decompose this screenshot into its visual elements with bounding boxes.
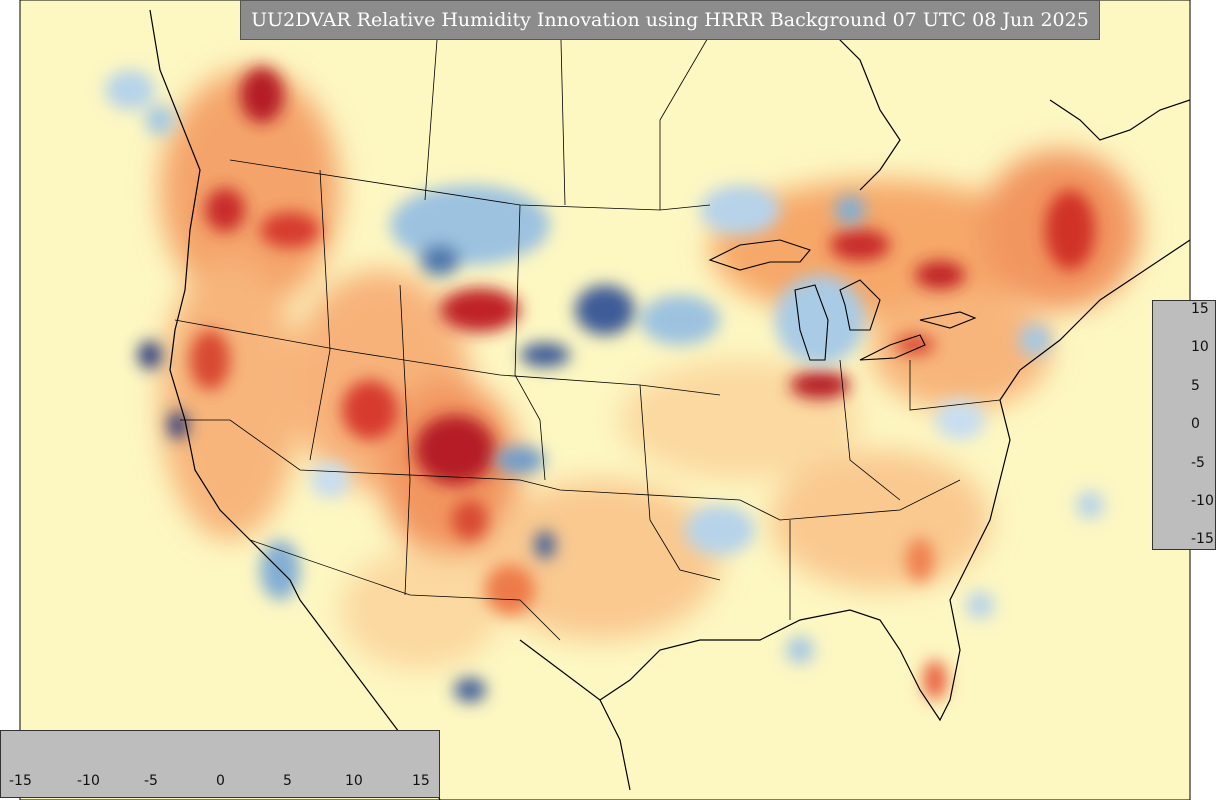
horizontal-colorbar-panel: -15 -10 -5 0 5 10 15 [0,730,440,798]
great-lakes [708,239,977,361]
vertical-tick-label: 10 [1191,339,1209,355]
state-boundaries [174,0,1001,641]
map-title-box: UU2DVAR Relative Humidity Innovation usi… [240,0,1100,40]
vertical-colorbar-panel: 15 10 5 0 -5 -10 -15 [1152,300,1216,550]
horizontal-tick-label: 0 [216,773,225,789]
horizontal-tick-label: -5 [144,773,158,789]
horizontal-tick-label: 5 [283,773,292,789]
horizontal-tick-label: -15 [9,773,32,789]
vertical-tick-label: -5 [1191,455,1205,471]
vertical-tick-label: 0 [1191,416,1200,432]
vertical-tick-label: 5 [1191,378,1200,394]
horizontal-tick-label: 10 [345,773,363,789]
vertical-tick-label: -15 [1191,531,1214,547]
positive-anomaly-fields [160,70,1140,670]
vertical-tick-label: 15 [1191,301,1209,317]
horizontal-tick-label: 15 [412,773,430,789]
vertical-tick-label: -10 [1191,493,1214,509]
horizontal-tick-label: -10 [77,773,100,789]
strong-positive-cores [190,67,1095,700]
map-title: UU2DVAR Relative Humidity Innovation usi… [251,9,1089,31]
